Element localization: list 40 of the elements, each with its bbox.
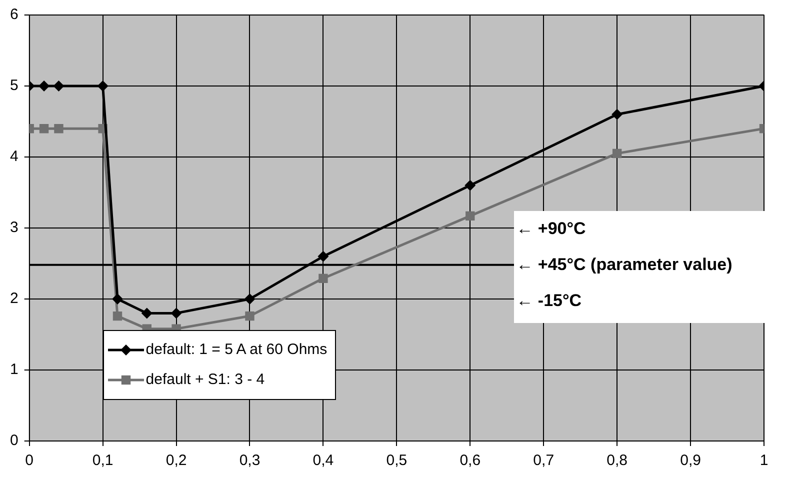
point (612, 108, 623, 120)
y-tick-label: 5 (10, 77, 18, 94)
x-tick-label: 0,5 (386, 452, 408, 470)
y-tick-label: 3 (10, 219, 18, 236)
x-tick-label: 0,9 (680, 452, 701, 470)
point (39, 124, 49, 134)
point (318, 274, 328, 284)
annotation: ← +90°C (516, 218, 587, 240)
x-tick-label: 0 (25, 452, 34, 470)
legend-label: default + S1: 3 - 4 (146, 371, 265, 388)
point (612, 148, 622, 158)
x-tick-label: 0,3 (239, 452, 260, 470)
point (244, 294, 256, 304)
y-tick-label: 0 (10, 432, 18, 450)
point (54, 124, 64, 134)
point (112, 294, 123, 304)
point (38, 80, 50, 92)
y-tick-label: 1 (10, 361, 18, 378)
point (97, 80, 108, 92)
point (464, 180, 476, 191)
point (53, 80, 64, 92)
point (170, 308, 182, 319)
x-tick-label: 0,1 (92, 452, 114, 470)
legend-label: default: 1 = 5 A at 60 Ohms (146, 341, 328, 358)
point (141, 308, 152, 319)
ref-line-label: ← +45°C (parameter value) (516, 254, 734, 276)
point (245, 311, 254, 321)
point (318, 250, 329, 262)
x-tick-label: 0,6 (460, 452, 481, 470)
annotation: ← -15°C (516, 290, 583, 312)
x-tick-label: 0,8 (606, 452, 628, 470)
x-tick-label: 0,2 (166, 452, 187, 470)
y-tick-label: 4 (10, 148, 18, 166)
x-tick-label: 0,7 (533, 452, 554, 470)
x-tick-label: 1 (760, 452, 768, 470)
y-tick-label: 2 (10, 290, 18, 308)
point (466, 211, 475, 221)
point (112, 311, 122, 321)
x-tick-label: 0,4 (312, 452, 334, 470)
y-tick-label: 6 (10, 6, 18, 24)
